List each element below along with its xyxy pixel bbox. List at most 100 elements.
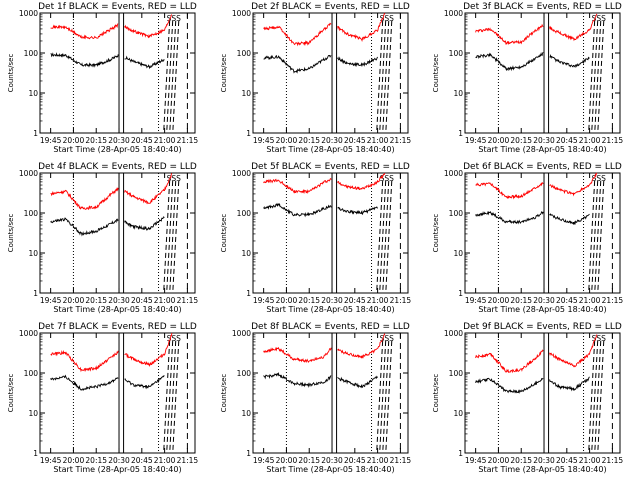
dashed-marker [597, 340, 605, 454]
plot-frame [464, 12, 621, 134]
x-tick-label: 21:00 [579, 296, 601, 305]
x-tick-label: 20:30 [321, 136, 343, 145]
panel-title: Det 4f BLACK = Events, RED = LLD [38, 162, 197, 172]
annotation-label: SSS [380, 334, 395, 343]
x-tick-label: 21:00 [579, 136, 601, 145]
x-tick-label: 19:45 [465, 296, 487, 305]
y-axis-label: Counts/sec [432, 374, 440, 413]
lld-trace [50, 332, 173, 373]
x-tick-label: 20:45 [344, 456, 366, 465]
y-tick-label: 1000 [232, 169, 251, 178]
y-axis-label: Counts/sec [432, 54, 440, 93]
panel-title: Det 9f BLACK = Events, RED = LLD [463, 322, 622, 332]
x-tick-label: 20:00 [488, 456, 510, 465]
dashed-marker [597, 180, 605, 294]
y-tick-label: 1 [458, 129, 463, 138]
dashed-marker [594, 340, 602, 454]
plot-frame [464, 332, 621, 454]
x-tick-label: 21:15 [602, 296, 624, 305]
x-tick-label: 19:45 [253, 136, 275, 145]
y-tick-label: 10 [28, 89, 38, 98]
dashed-marker [172, 340, 180, 454]
x-tick-label: 20:00 [63, 456, 85, 465]
x-tick-label: 20:30 [533, 296, 555, 305]
panel-title: Det 5f BLACK = Events, RED = LLD [251, 162, 410, 172]
x-tick-label: 20:15 [298, 296, 320, 305]
y-tick-label: 1000 [232, 329, 251, 338]
y-tick-label: 1 [246, 129, 251, 138]
x-tick-label: 21:00 [154, 296, 176, 305]
annotation-label: SSS [380, 14, 395, 23]
events-trace [263, 202, 378, 218]
plot-frame [39, 12, 196, 134]
panel-det-4: Det 4f BLACK = Events, RED = LLD 1 10 100 10… [7, 162, 198, 314]
x-tick-label: 21:00 [367, 456, 389, 465]
annotation-label: SSS [592, 334, 607, 343]
x-tick-label: 21:00 [579, 456, 601, 465]
dashed-marker [594, 180, 602, 294]
x-tick-label: 20:45 [131, 136, 153, 145]
x-tick-label: 19:45 [253, 456, 275, 465]
panel-title: Det 1f BLACK = Events, RED = LLD [38, 2, 197, 12]
dashed-marker [169, 340, 177, 454]
y-axis-label: Counts/sec [220, 54, 228, 93]
y-tick-label: 1000 [19, 169, 38, 178]
y-axis-label: Counts/sec [220, 214, 228, 253]
x-tick-label: 19:45 [40, 136, 62, 145]
x-axis-label: Start Time (28-Apr-05 18:40:40) [478, 145, 606, 154]
plot-frame [252, 172, 409, 294]
events-trace [50, 216, 165, 237]
y-tick-label: 10 [453, 89, 463, 98]
dashed-marker [591, 340, 599, 454]
x-tick-label: 20:30 [108, 456, 130, 465]
x-tick-label: 20:30 [321, 456, 343, 465]
x-tick-label: 20:00 [276, 296, 298, 305]
x-axis-label: Start Time (28-Apr-05 18:40:40) [266, 305, 394, 314]
y-axis-label: Counts/sec [432, 214, 440, 253]
x-tick-label: 20:00 [276, 136, 298, 145]
y-tick-label: 10 [453, 249, 463, 258]
lld-trace [263, 12, 386, 47]
x-tick-label: 20:15 [85, 296, 107, 305]
y-tick-label: 100 [237, 209, 252, 218]
x-tick-label: 19:45 [465, 136, 487, 145]
lld-trace [50, 14, 173, 40]
y-tick-label: 100 [237, 369, 252, 378]
panel-title: Det 3f BLACK = Events, RED = LLD [463, 2, 622, 12]
dashed-marker [376, 340, 384, 454]
y-tick-label: 1000 [444, 329, 463, 338]
dashed-marker [376, 180, 384, 294]
x-tick-label: 20:45 [556, 136, 578, 145]
lld-trace [263, 172, 386, 195]
panel-title: Det 6f BLACK = Events, RED = LLD [463, 162, 622, 172]
dashed-marker [385, 340, 393, 454]
x-tick-label: 20:00 [488, 136, 510, 145]
dashed-marker [382, 340, 390, 454]
y-tick-label: 100 [449, 369, 464, 378]
x-tick-label: 20:15 [85, 136, 107, 145]
y-tick-label: 1000 [232, 9, 251, 18]
annotation-label: SSS [380, 174, 395, 183]
x-tick-label: 21:00 [367, 136, 389, 145]
y-tick-label: 1 [246, 449, 251, 458]
y-tick-label: 1 [458, 449, 463, 458]
panel-det-2: Det 2f BLACK = Events, RED = LLD 1 10 100 10… [220, 2, 411, 154]
x-tick-label: 20:15 [510, 136, 532, 145]
events-trace [263, 54, 378, 74]
dashed-marker [166, 20, 174, 134]
dashed-marker [166, 340, 174, 454]
y-tick-label: 10 [241, 89, 251, 98]
x-tick-label: 21:15 [390, 296, 412, 305]
x-tick-label: 20:30 [533, 456, 555, 465]
x-tick-label: 20:00 [276, 456, 298, 465]
x-tick-label: 20:45 [556, 296, 578, 305]
dashed-marker [591, 20, 599, 134]
y-tick-label: 100 [449, 209, 464, 218]
dashed-marker [379, 20, 387, 134]
annotation-label: SSS [167, 334, 182, 343]
x-tick-label: 19:45 [253, 296, 275, 305]
panel-det-5: Det 5f BLACK = Events, RED = LLD 1 10 100 10… [220, 162, 411, 314]
dashed-marker [169, 180, 177, 294]
x-tick-label: 21:15 [390, 136, 412, 145]
